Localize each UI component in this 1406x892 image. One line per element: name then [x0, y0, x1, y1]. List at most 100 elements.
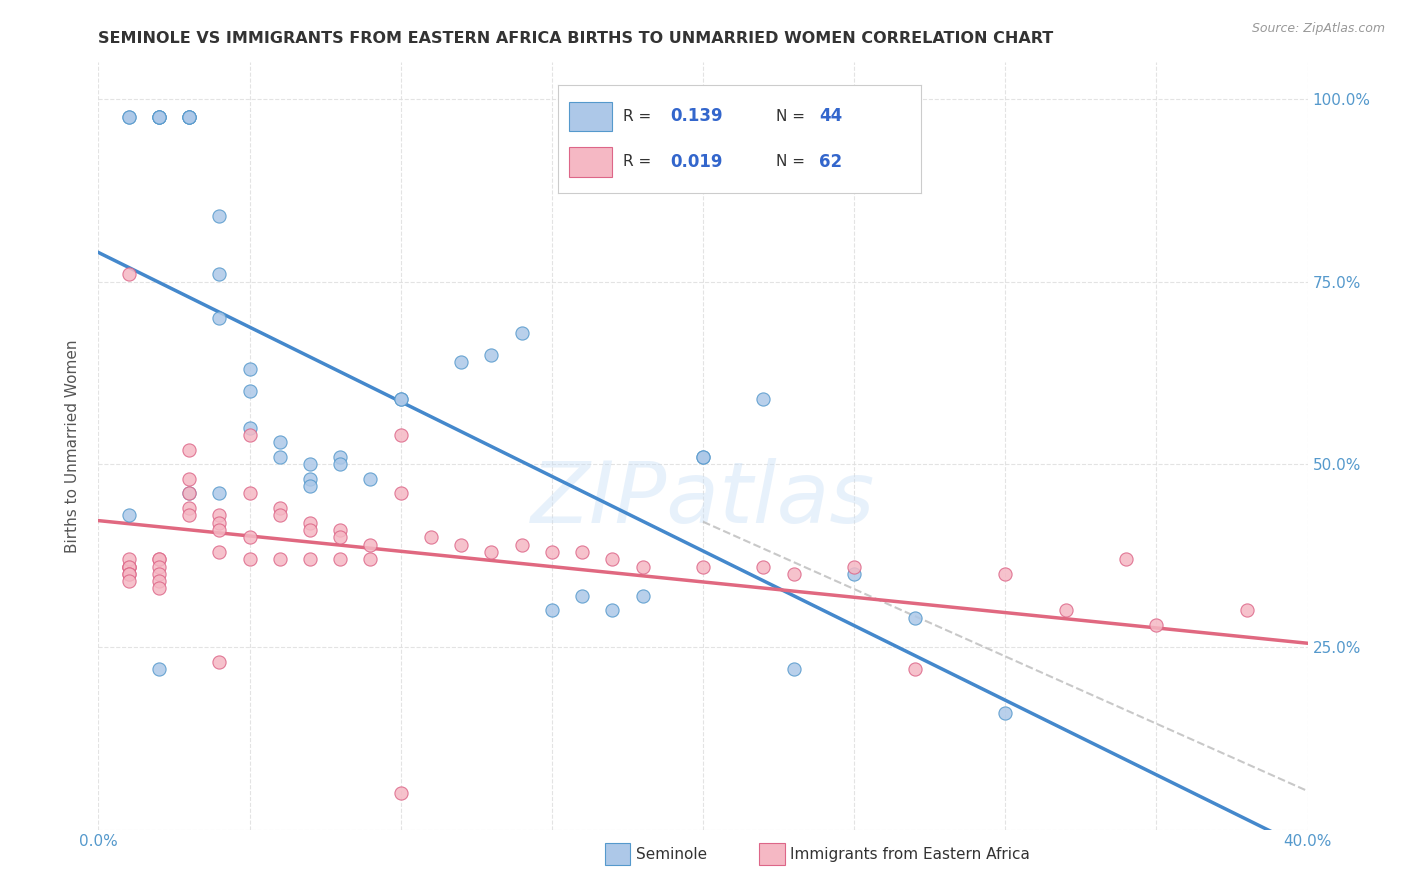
- Point: [239, 384, 262, 399]
- Point: [329, 530, 352, 544]
- Point: [299, 516, 322, 530]
- Y-axis label: Births to Unmarried Women: Births to Unmarried Women: [65, 339, 80, 553]
- Point: [420, 530, 443, 544]
- Point: [904, 662, 927, 676]
- Point: [389, 428, 412, 442]
- Point: [299, 472, 322, 486]
- Point: [208, 655, 231, 669]
- Point: [118, 566, 141, 581]
- Point: [208, 523, 231, 537]
- Point: [269, 508, 291, 523]
- Point: [631, 559, 654, 574]
- Point: [602, 603, 624, 617]
- Point: [179, 442, 201, 457]
- Point: [269, 435, 291, 450]
- Point: [904, 610, 927, 624]
- Point: [118, 559, 141, 574]
- Point: [994, 566, 1017, 581]
- Point: [148, 552, 170, 566]
- Point: [208, 545, 231, 559]
- Point: [299, 457, 322, 471]
- Point: [1054, 603, 1077, 617]
- Point: [118, 552, 141, 566]
- Point: [208, 516, 231, 530]
- Point: [389, 392, 412, 406]
- Point: [148, 582, 170, 596]
- Point: [239, 421, 262, 435]
- Point: [148, 110, 170, 124]
- Point: [148, 110, 170, 124]
- Point: [692, 450, 714, 464]
- Point: [299, 523, 322, 537]
- Point: [481, 348, 503, 362]
- Point: [783, 566, 806, 581]
- Point: [571, 545, 593, 559]
- Point: [239, 552, 262, 566]
- Point: [118, 574, 141, 589]
- Point: [179, 472, 201, 486]
- Point: [208, 508, 231, 523]
- Point: [179, 508, 201, 523]
- Point: [148, 110, 170, 124]
- Point: [269, 501, 291, 516]
- Point: [481, 545, 503, 559]
- Point: [179, 110, 201, 124]
- Point: [510, 538, 533, 552]
- Point: [239, 486, 262, 500]
- Point: [360, 538, 382, 552]
- Point: [269, 450, 291, 464]
- Text: Immigrants from Eastern Africa: Immigrants from Eastern Africa: [790, 847, 1031, 862]
- Text: Seminole: Seminole: [636, 847, 707, 862]
- Text: SEMINOLE VS IMMIGRANTS FROM EASTERN AFRICA BIRTHS TO UNMARRIED WOMEN CORRELATION: SEMINOLE VS IMMIGRANTS FROM EASTERN AFRI…: [98, 31, 1053, 46]
- Point: [389, 486, 412, 500]
- Point: [602, 552, 624, 566]
- Point: [239, 362, 262, 376]
- Point: [692, 450, 714, 464]
- Point: [208, 268, 231, 282]
- Point: [179, 110, 201, 124]
- Point: [844, 559, 866, 574]
- Point: [692, 559, 714, 574]
- Text: ZIPatlas: ZIPatlas: [531, 458, 875, 541]
- Point: [148, 574, 170, 589]
- Point: [208, 209, 231, 223]
- Point: [118, 110, 141, 124]
- Point: [118, 268, 141, 282]
- Point: [179, 501, 201, 516]
- Point: [783, 662, 806, 676]
- Point: [994, 706, 1017, 720]
- Point: [118, 559, 141, 574]
- Point: [118, 508, 141, 523]
- Point: [1115, 552, 1137, 566]
- Point: [269, 552, 291, 566]
- Point: [118, 110, 141, 124]
- Point: [844, 566, 866, 581]
- Point: [148, 552, 170, 566]
- Point: [360, 472, 382, 486]
- Point: [179, 486, 201, 500]
- Point: [148, 566, 170, 581]
- Point: [299, 552, 322, 566]
- Point: [540, 603, 562, 617]
- Point: [239, 530, 262, 544]
- Point: [179, 486, 201, 500]
- Point: [389, 392, 412, 406]
- Point: [208, 311, 231, 326]
- Point: [118, 566, 141, 581]
- Point: [1236, 603, 1258, 617]
- Point: [239, 428, 262, 442]
- Point: [540, 545, 562, 559]
- Point: [148, 559, 170, 574]
- Point: [329, 552, 352, 566]
- Point: [179, 110, 201, 124]
- Point: [208, 486, 231, 500]
- Point: [389, 786, 412, 800]
- Point: [631, 589, 654, 603]
- Point: [329, 523, 352, 537]
- Point: [450, 355, 472, 369]
- Point: [299, 479, 322, 493]
- Point: [510, 326, 533, 340]
- Point: [571, 589, 593, 603]
- Point: [118, 559, 141, 574]
- Text: Source: ZipAtlas.com: Source: ZipAtlas.com: [1251, 22, 1385, 36]
